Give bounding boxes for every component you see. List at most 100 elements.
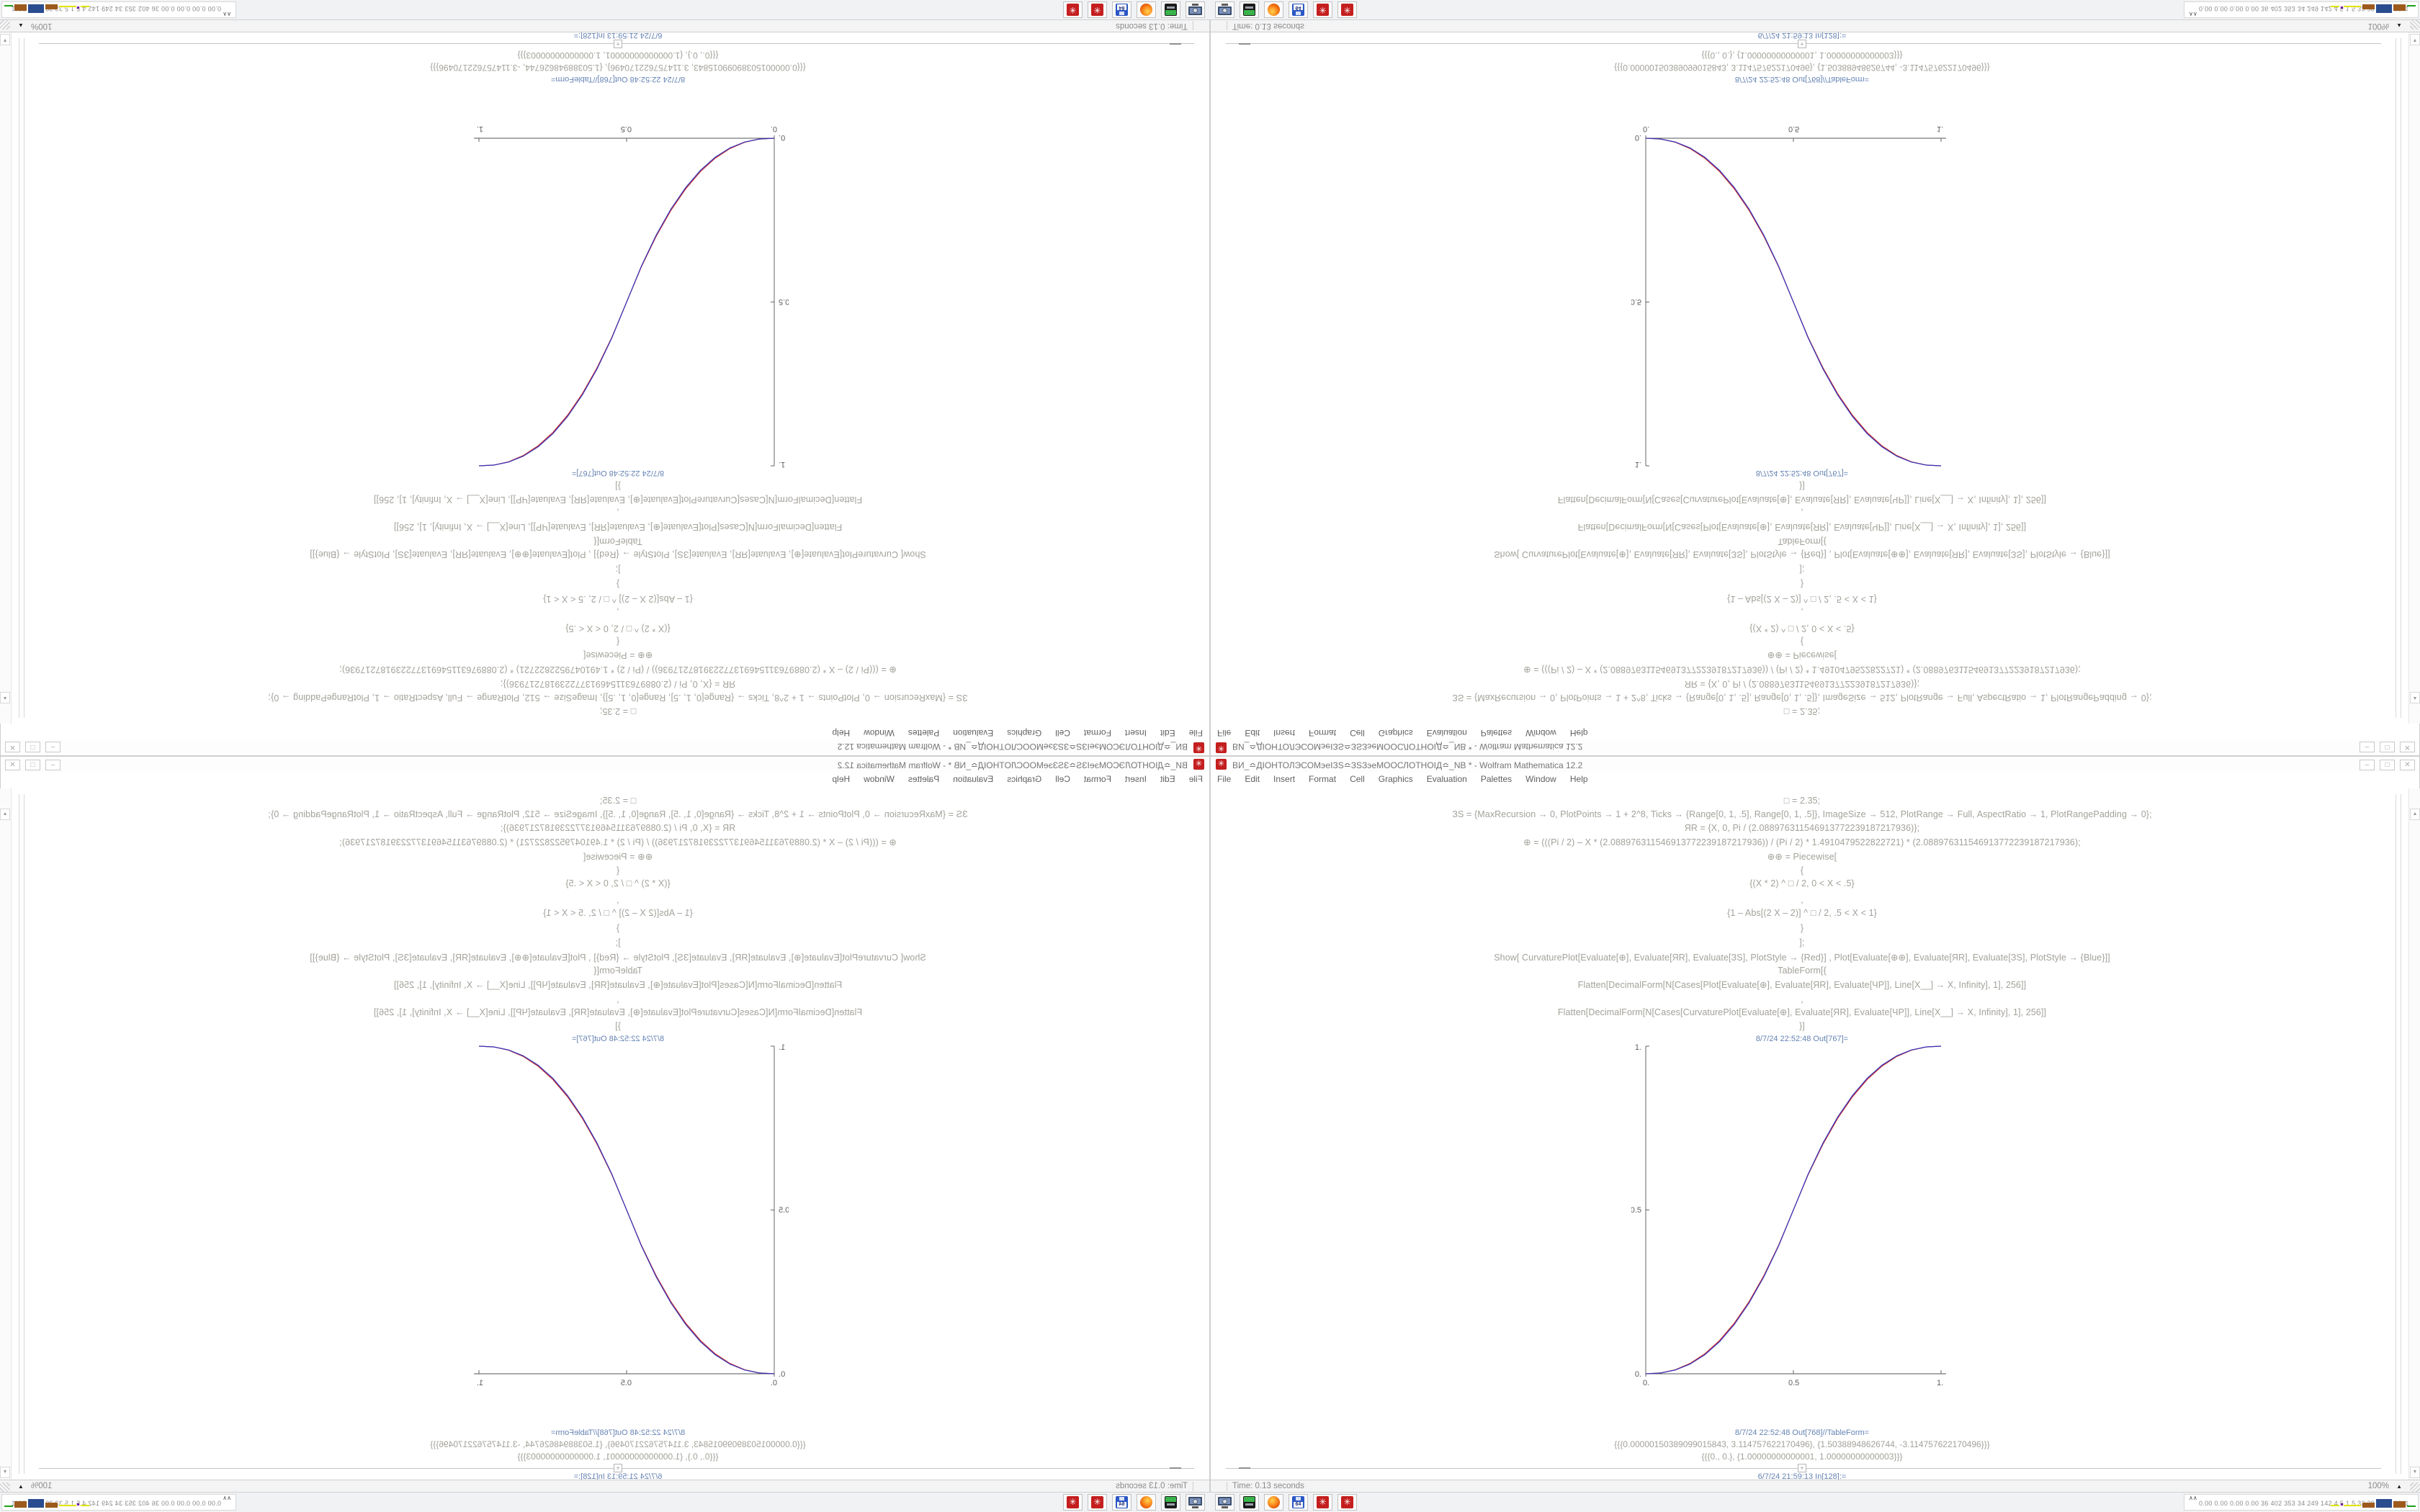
- floppy-64-button[interactable]: 64: [1289, 1494, 1308, 1511]
- code-line[interactable]: ⊕ = (((Pi / 2) – X * (2.0889763115469137…: [339, 665, 897, 675]
- vertical-scrollbar[interactable]: ▲ ▼: [2408, 788, 2420, 1480]
- floppy-64-button[interactable]: 64: [1112, 1, 1131, 18]
- code-line[interactable]: □ = 2.35;: [1783, 706, 1821, 716]
- code-line[interactable]: ⊕ = (((Pi / 2) – X * (2.0889763115469137…: [339, 837, 897, 847]
- code-line[interactable]: ,: [1801, 508, 1803, 518]
- system-monitor-button[interactable]: [1186, 1, 1205, 18]
- code-line[interactable]: ];: [1799, 564, 1805, 575]
- zoom-menu-icon[interactable]: ▲: [18, 22, 24, 29]
- code-line[interactable]: }]: [1799, 1021, 1805, 1031]
- firefox-button[interactable]: [1264, 1494, 1283, 1511]
- resize-grip[interactable]: [2410, 1482, 2420, 1493]
- maximize-button[interactable]: □: [25, 760, 40, 770]
- menu-edit[interactable]: Edit: [1160, 774, 1175, 784]
- code-line[interactable]: ⊕ = (((Pi / 2) – X * (2.0889763115469137…: [1523, 837, 2081, 847]
- firefox-button[interactable]: [1264, 1, 1283, 18]
- menu-evaluation[interactable]: Evaluation: [1426, 774, 1467, 784]
- tray-chevron-icon[interactable]: ∧∧: [223, 11, 231, 17]
- zoom-menu-icon[interactable]: ▲: [2396, 22, 2402, 29]
- code-line[interactable]: ЗЅ = {MaxRecursion → 0, PlotPoints → 1 +…: [1452, 693, 2152, 703]
- code-line[interactable]: Show[ CurvaturePlot[Evaluate[⊕], Evaluat…: [310, 549, 926, 559]
- menu-insert[interactable]: Insert: [1124, 774, 1147, 784]
- code-line[interactable]: ,: [617, 895, 619, 905]
- menu-format[interactable]: Format: [1309, 774, 1337, 784]
- code-line[interactable]: TableForm[{: [1778, 536, 1827, 546]
- tray-chevron-icon[interactable]: ∧∧: [223, 1495, 231, 1501]
- code-line[interactable]: }: [1800, 923, 1804, 933]
- menu-help[interactable]: Help: [1569, 728, 1588, 738]
- menu-palettes[interactable]: Palettes: [908, 728, 940, 738]
- notebook[interactable]: □ = 2.35; ЗЅ = {MaxRecursion → 0, PlotPo…: [1211, 788, 2420, 1480]
- code-line[interactable]: Flatten[DecimalForm[N[Cases[Plot[Evaluat…: [393, 980, 843, 990]
- code-line[interactable]: {: [616, 636, 620, 647]
- menu-file[interactable]: File: [1188, 774, 1203, 784]
- firefox-button[interactable]: [1137, 1494, 1156, 1511]
- menu-file[interactable]: File: [1217, 774, 1232, 784]
- mathematica-kernel-button[interactable]: ✳: [1088, 1494, 1107, 1511]
- code-line[interactable]: ЗЅ = {MaxRecursion → 0, PlotPoints → 1 +…: [268, 693, 968, 703]
- code-line[interactable]: Flatten[DecimalForm[N[Cases[Plot[Evaluat…: [1577, 980, 2027, 990]
- code-line[interactable]: ЯR = {X, 0, Pi / (2.08897631154691377223…: [1684, 823, 1920, 833]
- code-line[interactable]: ,: [617, 508, 619, 518]
- code-line[interactable]: Flatten[DecimalForm[N[Cases[CurvaturePlo…: [373, 495, 863, 505]
- tray-chevron-icon[interactable]: ∧∧: [2189, 1495, 2197, 1501]
- menu-help[interactable]: Help: [832, 774, 851, 784]
- mathematica-button[interactable]: ✳: [1063, 1, 1083, 18]
- system-tray-monitor[interactable]: ∧∧ 0.00 0.00 0.00 0.00 36 402 353 34 249…: [1, 1494, 236, 1511]
- maximize-button[interactable]: □: [2380, 742, 2395, 752]
- package-manager-button[interactable]: [1240, 1494, 1259, 1511]
- maximize-button[interactable]: □: [2380, 760, 2395, 770]
- package-manager-button[interactable]: [1161, 1494, 1180, 1511]
- menu-help[interactable]: Help: [1569, 774, 1588, 784]
- close-button[interactable]: ✕: [2400, 760, 2415, 770]
- scroll-down-button[interactable]: ▼: [0, 1467, 10, 1478]
- menu-graphics[interactable]: Graphics: [1378, 774, 1413, 784]
- code-line[interactable]: TableForm[{: [593, 966, 642, 976]
- code-line[interactable]: }]: [615, 481, 621, 491]
- code-line[interactable]: ,: [617, 994, 619, 1004]
- scroll-down-button[interactable]: ▼: [2410, 1467, 2420, 1478]
- menu-edit[interactable]: Edit: [1245, 728, 1260, 738]
- scroll-up-button[interactable]: ▲: [2410, 809, 2420, 820]
- code-line[interactable]: Show[ CurvaturePlot[Evaluate[⊕], Evaluat…: [1494, 549, 2110, 559]
- system-monitor-button[interactable]: [1215, 1494, 1234, 1511]
- zoom-level[interactable]: 100%: [31, 1482, 53, 1490]
- code-line[interactable]: }]: [615, 1021, 621, 1031]
- code-line[interactable]: {1 – Abs[(2 X – 2)] ^ □ / 2, .5 < X < 1}: [543, 908, 693, 918]
- close-button[interactable]: ✕: [5, 742, 20, 752]
- code-line[interactable]: □ = 2.35;: [1783, 796, 1821, 806]
- mathematica-kernel-button[interactable]: ✳: [1313, 1494, 1332, 1511]
- zoom-level[interactable]: 100%: [2367, 22, 2389, 30]
- insert-cell-button[interactable]: +: [1798, 40, 1806, 48]
- mathematica-button[interactable]: ✳: [1063, 1494, 1083, 1511]
- zoom-level[interactable]: 100%: [31, 22, 53, 30]
- code-line[interactable]: ,: [1801, 895, 1803, 905]
- menu-cell[interactable]: Cell: [1350, 728, 1365, 738]
- code-line[interactable]: {(X * 2) ^ □ / 2, 0 < X < .5}: [565, 624, 671, 634]
- insert-cell-button[interactable]: +: [614, 40, 622, 48]
- code-line[interactable]: {1 – Abs[(2 X – 2)] ^ □ / 2, .5 < X < 1}: [1727, 594, 1877, 604]
- code-line[interactable]: {(X * 2) ^ □ / 2, 0 < X < .5}: [565, 878, 671, 888]
- menu-window[interactable]: Window: [1525, 728, 1556, 738]
- menu-cell[interactable]: Cell: [1055, 774, 1070, 784]
- scroll-down-button[interactable]: ▼: [2410, 34, 2420, 45]
- menu-palettes[interactable]: Palettes: [1480, 728, 1512, 738]
- scroll-down-button[interactable]: ▼: [0, 34, 10, 45]
- menu-insert[interactable]: Insert: [1273, 728, 1296, 738]
- code-line[interactable]: ⊕ = (((Pi / 2) – X * (2.0889763115469137…: [1523, 665, 2081, 675]
- menu-palettes[interactable]: Palettes: [908, 774, 940, 784]
- menu-cell[interactable]: Cell: [1055, 728, 1070, 738]
- code-line[interactable]: Flatten[DecimalForm[N[Cases[CurvaturePlo…: [1557, 495, 2047, 505]
- firefox-button[interactable]: [1137, 1, 1156, 18]
- menu-insert[interactable]: Insert: [1273, 774, 1296, 784]
- code-line[interactable]: ⊕⊕ = Piecewise[: [1767, 852, 1837, 862]
- code-line[interactable]: }: [616, 579, 620, 589]
- menu-graphics[interactable]: Graphics: [1007, 728, 1042, 738]
- menu-insert[interactable]: Insert: [1124, 728, 1147, 738]
- code-line[interactable]: TableForm[{: [1778, 966, 1827, 976]
- notebook[interactable]: □ = 2.35; ЗЅ = {MaxRecursion → 0, PlotPo…: [0, 788, 1209, 1480]
- menu-help[interactable]: Help: [832, 728, 851, 738]
- mathematica-button[interactable]: ✳: [1337, 1, 1357, 18]
- mathematica-button[interactable]: ✳: [1337, 1494, 1357, 1511]
- floppy-64-button[interactable]: 64: [1112, 1494, 1131, 1511]
